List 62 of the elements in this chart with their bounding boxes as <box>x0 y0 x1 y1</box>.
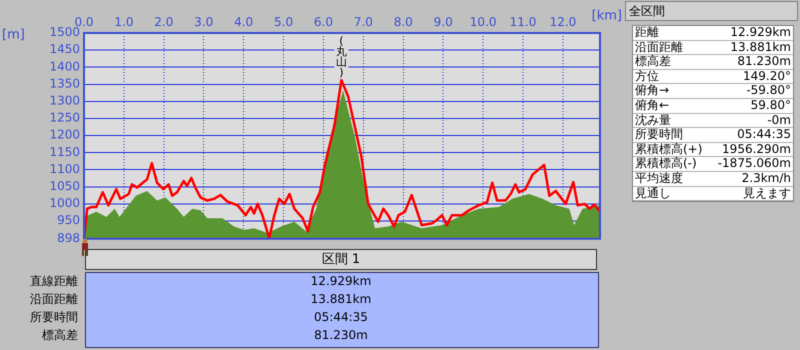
x-tick-label: 11.0 <box>510 14 536 29</box>
y-tick-label: 1100 <box>49 162 80 176</box>
text: 05:44:35 <box>737 127 791 142</box>
y-tick-label: 1250 <box>49 110 80 125</box>
text: 沈み量 <box>635 112 671 128</box>
text: -59.80° <box>746 83 791 98</box>
text: 2.3km/h <box>742 170 791 186</box>
text: 全区間 <box>625 1 798 21</box>
annotation: (丸山) <box>336 34 347 79</box>
x-tick-label: 3.0 <box>194 14 214 29</box>
text: 俯角← <box>635 98 670 113</box>
text: 累積標高(-) <box>635 156 697 171</box>
x-axis-title: [km] <box>592 8 622 24</box>
text: 直線距離 <box>29 273 78 290</box>
text: 距離 <box>635 25 659 40</box>
x-tick-label: 6.0 <box>314 14 334 29</box>
y-tick-label: 1150 <box>49 144 80 159</box>
text: 沿面距離 <box>29 291 78 308</box>
text: 見えます <box>743 186 791 200</box>
text: 59.80° <box>750 98 791 113</box>
x-tick-label: 1.0 <box>114 14 134 29</box>
y-tick-label: 1050 <box>49 178 80 193</box>
text: 所要時間 <box>29 309 78 326</box>
text: -0m <box>767 112 791 128</box>
text: 見通し <box>635 186 671 200</box>
text: 累積標高(+) <box>635 142 702 156</box>
text: -1875.060m <box>718 156 791 171</box>
text: 方位 <box>635 68 659 84</box>
y-tick-label: 1400 <box>49 59 80 74</box>
text: 05:44:35 <box>313 309 369 326</box>
x-tick-label: 2.0 <box>154 14 174 29</box>
text: 俯角→ <box>635 83 670 98</box>
text: 149.20° <box>743 68 791 84</box>
y-tick-label: 1300 <box>49 93 80 108</box>
y-axis-title: [m] <box>2 27 25 42</box>
text: 81.230m <box>737 54 791 69</box>
x-tick-label: 8.0 <box>394 14 413 29</box>
text: 区間 1 <box>85 249 597 270</box>
text: 13.881km <box>310 291 372 308</box>
x-tick-label: 12.0 <box>550 14 576 29</box>
text: 標高差 <box>41 327 78 344</box>
text: 12.929km <box>310 273 372 290</box>
text: 1956.290m <box>722 142 791 156</box>
x-tick-label: 7.0 <box>354 14 373 29</box>
y-tick-label: 898 <box>57 230 80 245</box>
y-tick-label: 1450 <box>49 42 80 56</box>
x-tick-label: 4.0 <box>234 14 254 29</box>
x-tick-label: 10.0 <box>470 14 496 29</box>
y-tick-label: 1200 <box>49 128 80 142</box>
text: 沿面距離 <box>635 40 683 54</box>
text: 標高差 <box>635 54 671 69</box>
y-tick-label: 1000 <box>49 196 80 210</box>
x-tick-label: 9.0 <box>434 14 453 29</box>
text: 81.230m <box>313 327 369 344</box>
y-tick-label: 1350 <box>49 76 80 90</box>
text: 所要時間 <box>635 127 683 142</box>
x-tick-label: 5.0 <box>274 14 294 29</box>
text: 13.881km <box>730 40 791 54</box>
text: 12.929km <box>730 25 791 40</box>
y-tick-label: 950 <box>57 213 80 228</box>
y-tick-label: 1500 <box>49 25 80 40</box>
text: 平均速度 <box>635 170 683 186</box>
